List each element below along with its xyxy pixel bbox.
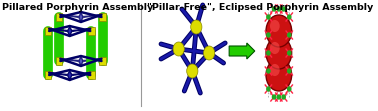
Circle shape	[267, 33, 270, 37]
Circle shape	[288, 51, 291, 55]
Circle shape	[282, 95, 285, 99]
Circle shape	[203, 46, 215, 60]
Text: Pillared Porphyrin Assembly: Pillared Porphyrin Assembly	[2, 3, 153, 12]
FancyArrow shape	[229, 43, 255, 59]
Circle shape	[267, 87, 270, 91]
Circle shape	[273, 7, 276, 11]
Bar	[99, 57, 106, 65]
Polygon shape	[49, 27, 90, 36]
Polygon shape	[60, 13, 101, 22]
Circle shape	[288, 33, 291, 37]
Bar	[45, 71, 51, 79]
Circle shape	[173, 42, 184, 56]
Circle shape	[266, 15, 292, 47]
Circle shape	[267, 51, 270, 55]
Circle shape	[267, 69, 270, 73]
Circle shape	[266, 59, 292, 91]
Circle shape	[267, 15, 270, 19]
Polygon shape	[49, 71, 90, 80]
Bar	[45, 27, 51, 35]
Circle shape	[273, 95, 276, 99]
Circle shape	[191, 20, 202, 34]
Bar	[88, 27, 94, 35]
Circle shape	[270, 64, 280, 76]
Bar	[99, 13, 106, 21]
Circle shape	[270, 42, 280, 54]
Circle shape	[288, 69, 291, 73]
Circle shape	[288, 15, 291, 19]
Bar	[56, 57, 62, 65]
Circle shape	[187, 64, 198, 78]
Circle shape	[270, 20, 280, 32]
Circle shape	[277, 95, 280, 99]
Text: "Pillar-Free", Eclipsed Porphyrin Assembly: "Pillar-Free", Eclipsed Porphyrin Assemb…	[147, 3, 373, 12]
Circle shape	[277, 7, 280, 11]
Circle shape	[266, 37, 292, 69]
Circle shape	[282, 7, 285, 11]
Circle shape	[288, 87, 291, 91]
Polygon shape	[60, 57, 101, 66]
Bar	[88, 71, 94, 79]
Bar	[56, 13, 62, 21]
